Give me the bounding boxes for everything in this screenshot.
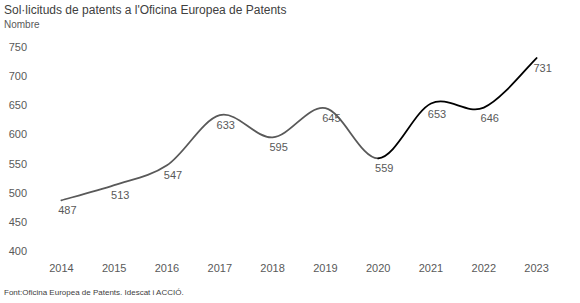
x-tick-label: 2019 [313,262,337,274]
data-label: 513 [111,189,129,201]
data-label: 487 [58,204,76,216]
line-series [61,108,378,200]
x-tick-label: 2015 [102,262,126,274]
y-tick-label: 650 [9,99,27,111]
line-series [378,58,536,158]
y-tick-label: 400 [9,245,27,257]
y-tick-label: 500 [9,187,27,199]
y-tick-label: 450 [9,216,27,228]
x-tick-label: 2020 [366,262,390,274]
data-label: 645 [322,112,340,124]
x-tick-label: 2017 [208,262,232,274]
y-tick-label: 700 [9,70,27,82]
data-label: 595 [269,141,287,153]
x-tick-label: 2022 [472,262,496,274]
data-label: 547 [164,169,182,181]
x-tick-label: 2023 [524,262,548,274]
x-tick-label: 2018 [260,262,284,274]
y-tick-label: 600 [9,128,27,140]
plot-area [61,58,536,200]
y-tick-label: 550 [9,158,27,170]
x-tick-label: 2016 [155,262,179,274]
x-tick-label: 2021 [419,262,443,274]
data-label: 653 [428,108,446,120]
data-label: 731 [533,62,551,74]
data-label: 633 [217,119,235,131]
data-label: 559 [375,162,393,174]
x-tick-label: 2014 [49,262,73,274]
data-label: 646 [481,112,499,124]
y-axis-label: Nombre [4,19,40,30]
y-tick-label: 750 [9,41,27,53]
title: Sol·licituds de patents a l'Oficina Euro… [4,3,286,17]
source: Font:Oficina Europea de Patents. Idescat… [4,288,184,297]
chart-root: Sol·licituds de patents a l'Oficina Euro… [0,0,580,303]
chart-svg: Sol·licituds de patents a l'Oficina Euro… [0,0,580,303]
